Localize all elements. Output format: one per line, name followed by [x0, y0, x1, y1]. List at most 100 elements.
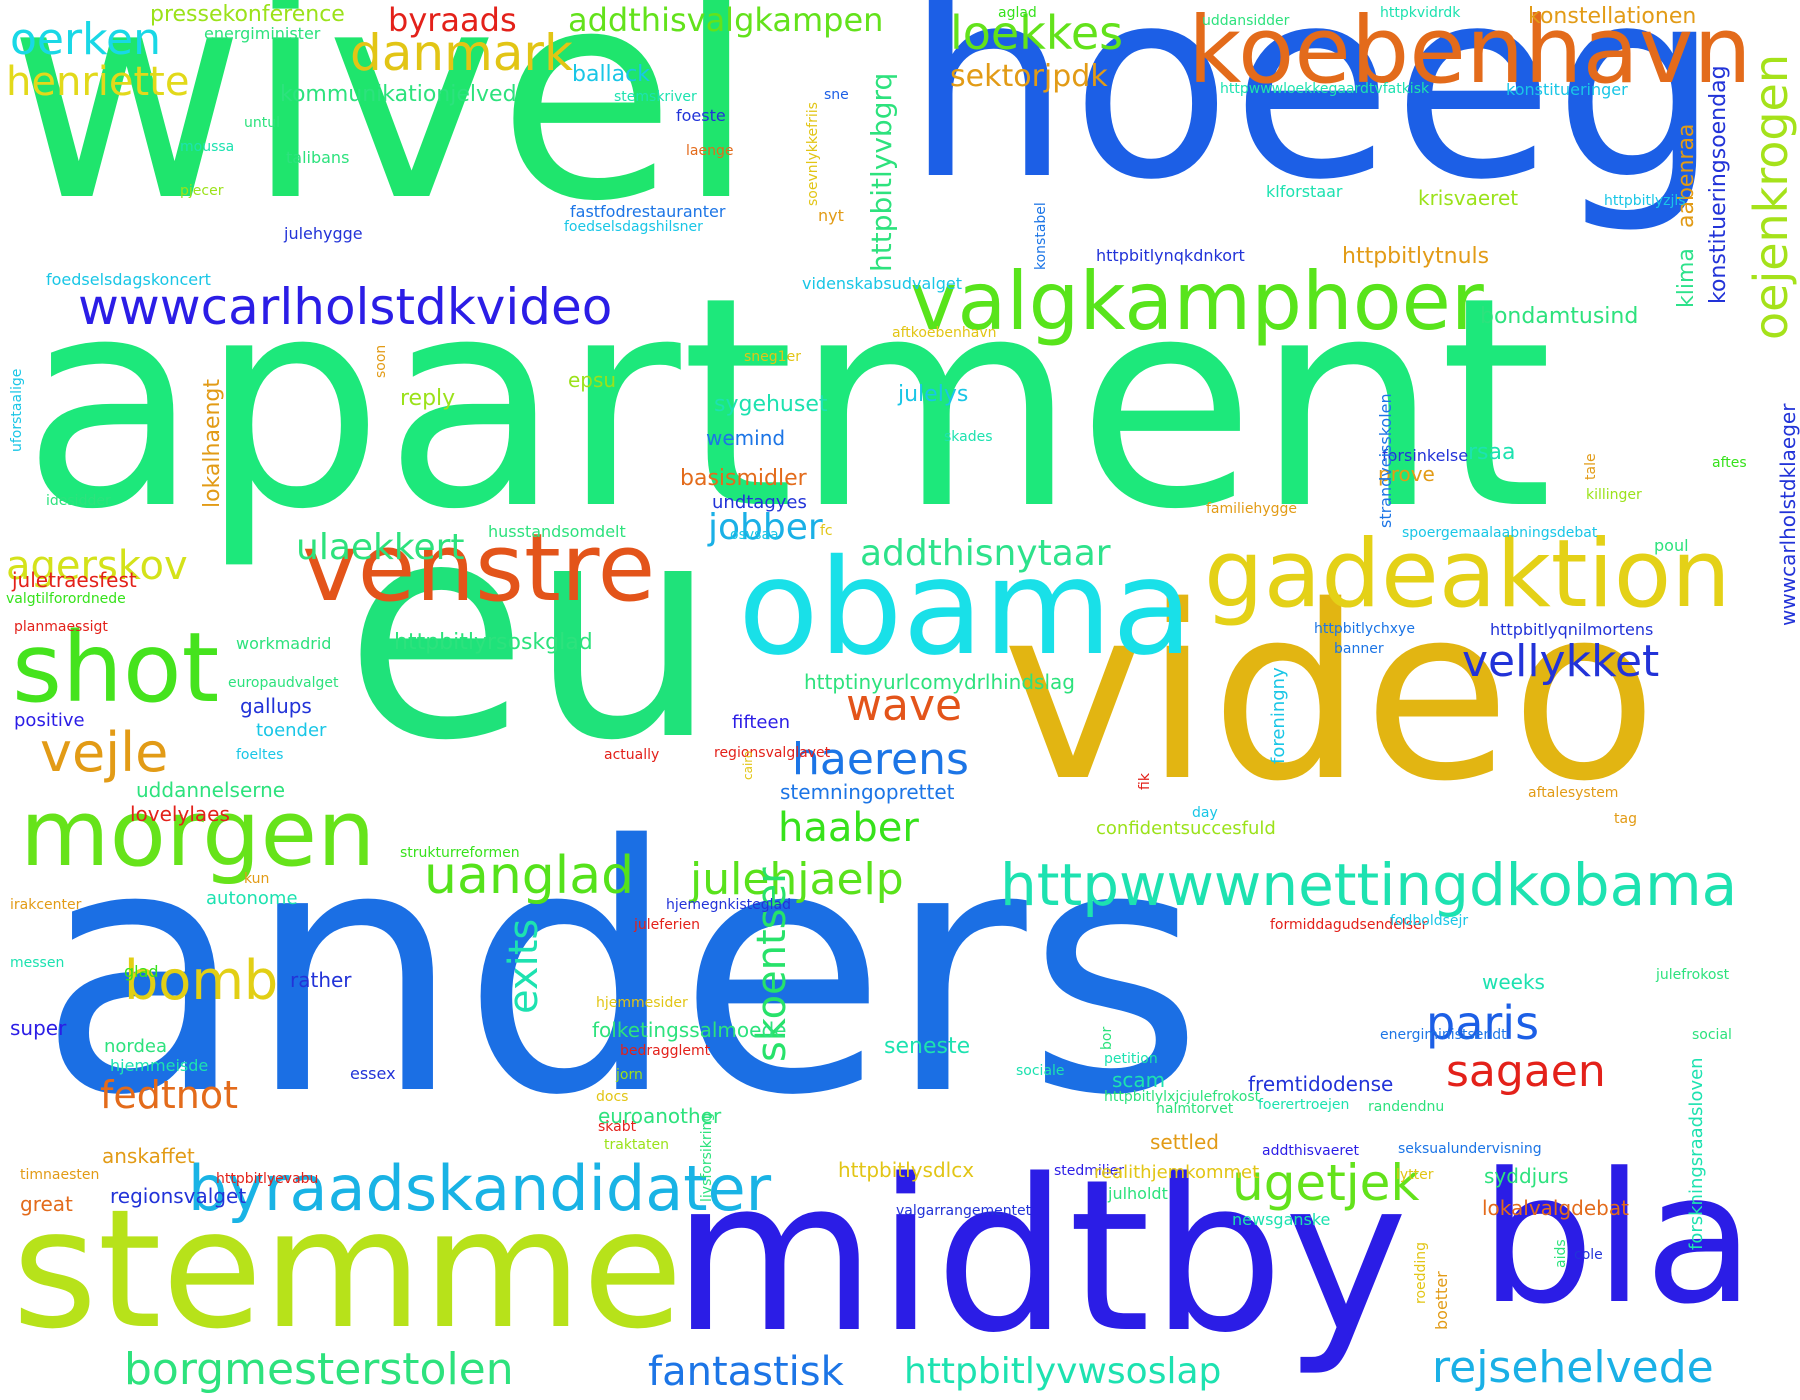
word: foeste [676, 106, 726, 125]
word: stemskriver [614, 89, 697, 105]
word: randendnu [1368, 1099, 1445, 1115]
word: traktaten [604, 1137, 669, 1153]
word: lokalhaengt [200, 378, 225, 508]
word: lokalvalgdebat [1482, 1196, 1629, 1220]
word: vellykket [1462, 636, 1660, 687]
word: banner [1334, 641, 1384, 657]
word: energiministsendt [1380, 1027, 1507, 1043]
word: fremtidodense [1248, 1072, 1394, 1096]
word: videnskabsudvalget [802, 274, 962, 293]
word: julelys [898, 382, 969, 407]
word: gadeaktion [1204, 520, 1731, 629]
word: sektorjpdk [950, 59, 1108, 94]
word: httpbitlyvwsoslap [904, 1351, 1222, 1392]
word: hjemegnkisteglad [666, 897, 792, 913]
word: kommunikationjelved [280, 82, 517, 107]
word: moussa [180, 139, 235, 155]
word: julefrokost [1656, 967, 1730, 983]
word: bor [1099, 1026, 1115, 1050]
word: tale [1583, 453, 1599, 480]
word: confidentsuccesfuld [1096, 818, 1276, 839]
word: workmadrid [236, 634, 332, 653]
word: apartment [22, 236, 1553, 573]
word: foerertroejen [1258, 1097, 1350, 1113]
word: konstellationen [1528, 4, 1697, 29]
word: stemningoprettet [780, 780, 955, 804]
word: addthisnytaar [860, 533, 1111, 574]
word: super [10, 1016, 67, 1040]
word: loekkes [950, 6, 1124, 60]
word: midtby [672, 1134, 1409, 1379]
word: idesidder [46, 493, 111, 509]
word: aftkoebenhavn [892, 325, 997, 341]
word: epsu [568, 368, 617, 392]
word: fodboldsejr [1390, 913, 1469, 929]
word: skabt [598, 1119, 637, 1135]
word: foedselsdagskoncert [46, 270, 211, 289]
word: essex [350, 1064, 396, 1083]
word: realithjemkommet [1094, 1162, 1260, 1183]
word: lytter [1396, 1167, 1434, 1183]
word: forskningsraadsloven [1686, 1057, 1707, 1250]
word: messen [10, 955, 65, 971]
word: valgarrangementet [896, 1203, 1032, 1219]
word: cole [1574, 1247, 1603, 1263]
word: positive [14, 710, 85, 731]
word: planmaessigt [14, 619, 108, 635]
word: krisvaeret [1418, 186, 1519, 210]
word: httptinyurlcomydrlhindslag [804, 670, 1075, 694]
word: social [1692, 1027, 1732, 1043]
word: seneste [884, 1034, 971, 1059]
word: sneg1er [744, 349, 801, 365]
word: addthisvaeret [1262, 1143, 1359, 1159]
word: sygehuset [714, 392, 828, 417]
word: httpbitlysdlcx [838, 1158, 975, 1182]
word: httpbitlyevabu [216, 1171, 319, 1187]
word: strandvejsskolen [1376, 393, 1395, 528]
word: wwwcarlholstdkvideo [78, 278, 613, 336]
word: juleferien [634, 917, 700, 933]
word: petition [1104, 1051, 1158, 1067]
word: foeltes [236, 747, 284, 763]
word: newsganske [1232, 1210, 1331, 1229]
word: great [20, 1192, 73, 1216]
word: rejsehelvede [1432, 1342, 1714, 1393]
word: konstitueringsoendag [1706, 65, 1731, 304]
word: irakcenter [10, 897, 82, 913]
word: haaber [778, 805, 919, 851]
word: hjemmesider [596, 995, 688, 1011]
word: boetter [1432, 1271, 1451, 1330]
word: addthisvalgkampen [568, 1, 884, 39]
word: uddansidder [1202, 13, 1290, 29]
word: forsinkelse [1382, 446, 1469, 465]
word: talibans [286, 148, 350, 167]
word: klima [1674, 248, 1699, 308]
word: aids [1553, 1239, 1569, 1268]
word: toender [256, 720, 327, 741]
word: aftalesystem [1528, 785, 1619, 801]
word: paris [1426, 996, 1540, 1050]
word: fifteen [732, 712, 790, 733]
word: stedmilier [1054, 1163, 1124, 1179]
word: konstitueringer [1506, 80, 1628, 99]
word: wivel [8, 0, 757, 265]
word: tag [1614, 811, 1637, 827]
word: httpwwwloekkegaardtvfatkisk [1220, 81, 1430, 97]
word: ulaekkert [296, 527, 465, 568]
word: uddannelserne [136, 778, 286, 802]
word: anskaffet [102, 1144, 195, 1168]
word: spoergemaalaabningsdebat [1402, 525, 1598, 541]
word: pressekonference [150, 2, 345, 27]
word: venstre [302, 514, 656, 623]
word: henriette [6, 59, 190, 105]
word: livsforsikring [699, 1112, 715, 1202]
word: nyt [818, 206, 844, 225]
word: julehygge [284, 224, 363, 243]
word: httpwwwnettingdkobama [1000, 851, 1738, 919]
word: obama [738, 531, 1193, 685]
word: regionsvalget [110, 1184, 247, 1208]
word: wave [846, 680, 963, 731]
word: bedragglemt [620, 1043, 711, 1059]
word: sociale [1016, 1063, 1065, 1079]
